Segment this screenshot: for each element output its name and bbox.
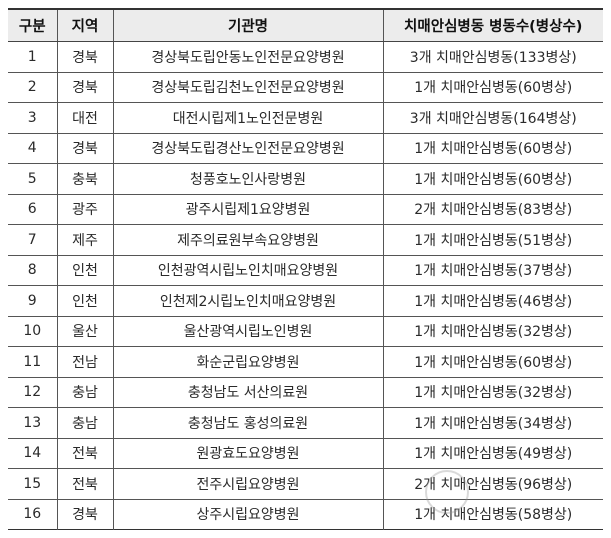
cell-ward-count: 1개 치매안심병동(60병상) <box>382 163 603 194</box>
cell-ward-count: 1개 치매안심병동(58병상) <box>382 498 603 530</box>
cell-number: 2 <box>8 71 57 103</box>
cell-number: 5 <box>8 163 57 194</box>
cell-ward-count: 1개 치매안심병동(60병상) <box>382 71 603 103</box>
cell-number: 10 <box>8 315 57 347</box>
cell-region: 경북 <box>56 132 113 164</box>
cell-institution: 인천제2시립노인치매요양병원 <box>112 285 383 316</box>
cell-number: 12 <box>8 376 57 408</box>
cell-institution: 제주의료원부속요양병원 <box>112 224 383 255</box>
cell-ward-count: 2개 치매안심병동(83병상) <box>382 193 603 225</box>
cell-number: 4 <box>8 132 57 164</box>
cell-institution: 원광효도요양병원 <box>112 437 383 469</box>
cell-ward-count: 2개 치매안심병동(96병상) <box>382 468 603 499</box>
table-row: 14 전북 원광효도요양병원 1개 치매안심병동(49병상) <box>8 437 603 469</box>
table-row: 5 충북 청풍호노인사랑병원 1개 치매안심병동(60병상) <box>8 163 603 194</box>
table-row: 15 전북 전주시립요양병원 2개 치매안심병동(96병상) <box>8 468 603 499</box>
cell-region: 인천 <box>56 285 113 316</box>
table-row: 12 충남 충청남도 서산의료원 1개 치매안심병동(32병상) <box>8 376 603 408</box>
cell-institution: 울산광역시립노인병원 <box>112 315 383 347</box>
table-row: 7 제주 제주의료원부속요양병원 1개 치매안심병동(51병상) <box>8 224 603 255</box>
table-row: 13 충남 충청남도 홍성의료원 1개 치매안심병동(34병상) <box>8 407 603 438</box>
cell-region: 충남 <box>56 407 113 438</box>
header-institution: 기관명 <box>112 9 383 42</box>
cell-region: 제주 <box>56 224 113 255</box>
table-row: 6 광주 광주시립제1요양병원 2개 치매안심병동(83병상) <box>8 193 603 225</box>
cell-institution: 경상북도립김천노인전문요양병원 <box>112 71 383 103</box>
cell-number: 13 <box>8 407 57 438</box>
cell-number: 1 <box>8 41 57 72</box>
cell-institution: 충청남도 홍성의료원 <box>112 407 383 438</box>
cell-region: 인천 <box>56 254 113 286</box>
cell-region: 전북 <box>56 468 113 499</box>
cell-ward-count: 1개 치매안심병동(51병상) <box>382 224 603 255</box>
cell-ward-count: 1개 치매안심병동(34병상) <box>382 407 603 438</box>
cell-number: 15 <box>8 468 57 499</box>
cell-region: 울산 <box>56 315 113 347</box>
cell-number: 11 <box>8 346 57 377</box>
cell-ward-count: 1개 치매안심병동(32병상) <box>382 376 603 408</box>
cell-region: 충남 <box>56 376 113 408</box>
cell-ward-count: 1개 치매안심병동(60병상) <box>382 346 603 377</box>
table-row: 11 전남 화순군립요양병원 1개 치매안심병동(60병상) <box>8 346 603 377</box>
cell-number: 3 <box>8 102 57 133</box>
cell-institution: 청풍호노인사랑병원 <box>112 163 383 194</box>
header-ward-count: 치매안심병동 병동수(병상수) <box>382 9 603 42</box>
header-region: 지역 <box>56 9 113 42</box>
cell-ward-count: 1개 치매안심병동(46병상) <box>382 285 603 316</box>
table-row: 2 경북 경상북도립김천노인전문요양병원 1개 치매안심병동(60병상) <box>8 71 603 103</box>
cell-ward-count: 1개 치매안심병동(49병상) <box>382 437 603 469</box>
cell-ward-count: 1개 치매안심병동(32병상) <box>382 315 603 347</box>
cell-region: 광주 <box>56 193 113 225</box>
cell-number: 7 <box>8 224 57 255</box>
cell-institution: 광주시립제1요양병원 <box>112 193 383 225</box>
table-row: 8 인천 인천광역시립노인치매요양병원 1개 치매안심병동(37병상) <box>8 254 603 286</box>
header-row: 구분 지역 기관명 치매안심병동 병동수(병상수) <box>8 9 603 42</box>
cell-institution: 상주시립요양병원 <box>112 498 383 530</box>
cell-institution: 화순군립요양병원 <box>112 346 383 377</box>
table-row: 1 경북 경상북도립안동노인전문요양병원 3개 치매안심병동(133병상) <box>8 41 603 72</box>
table-row: 9 인천 인천제2시립노인치매요양병원 1개 치매안심병동(46병상) <box>8 285 603 316</box>
cell-ward-count: 3개 치매안심병동(133병상) <box>382 41 603 72</box>
table-row: 10 울산 울산광역시립노인병원 1개 치매안심병동(32병상) <box>8 315 603 347</box>
cell-region: 대전 <box>56 102 113 133</box>
header-number: 구분 <box>8 9 57 42</box>
cell-ward-count: 1개 치매안심병동(60병상) <box>382 132 603 164</box>
cell-region: 전북 <box>56 437 113 469</box>
cell-institution: 경상북도립경산노인전문요양병원 <box>112 132 383 164</box>
cell-number: 16 <box>8 498 57 530</box>
cell-number: 9 <box>8 285 57 316</box>
table-row: 16 경북 상주시립요양병원 1개 치매안심병동(58병상) <box>8 498 603 530</box>
cell-region: 경북 <box>56 41 113 72</box>
cell-institution: 인천광역시립노인치매요양병원 <box>112 254 383 286</box>
cell-number: 6 <box>8 193 57 225</box>
table-row: 3 대전 대전시립제1노인전문병원 3개 치매안심병동(164병상) <box>8 102 603 133</box>
cell-ward-count: 1개 치매안심병동(37병상) <box>382 254 603 286</box>
cell-region: 경북 <box>56 71 113 103</box>
cell-region: 전남 <box>56 346 113 377</box>
cell-institution: 충청남도 서산의료원 <box>112 376 383 408</box>
table-row: 4 경북 경상북도립경산노인전문요양병원 1개 치매안심병동(60병상) <box>8 132 603 164</box>
cell-ward-count: 3개 치매안심병동(164병상) <box>382 102 603 133</box>
cell-institution: 대전시립제1노인전문병원 <box>112 102 383 133</box>
cell-institution: 경상북도립안동노인전문요양병원 <box>112 41 383 72</box>
cell-number: 8 <box>8 254 57 286</box>
cell-region: 충북 <box>56 163 113 194</box>
cell-number: 14 <box>8 437 57 469</box>
cell-region: 경북 <box>56 498 113 530</box>
hospital-table: 구분 지역 기관명 치매안심병동 병동수(병상수) 1 경북 경상북도립안동노인전문… <box>8 8 603 530</box>
cell-institution: 전주시립요양병원 <box>112 468 383 499</box>
